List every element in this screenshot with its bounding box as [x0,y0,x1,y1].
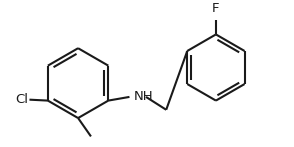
Text: F: F [212,2,220,15]
Text: Cl: Cl [16,93,29,106]
Text: NH: NH [134,90,154,103]
